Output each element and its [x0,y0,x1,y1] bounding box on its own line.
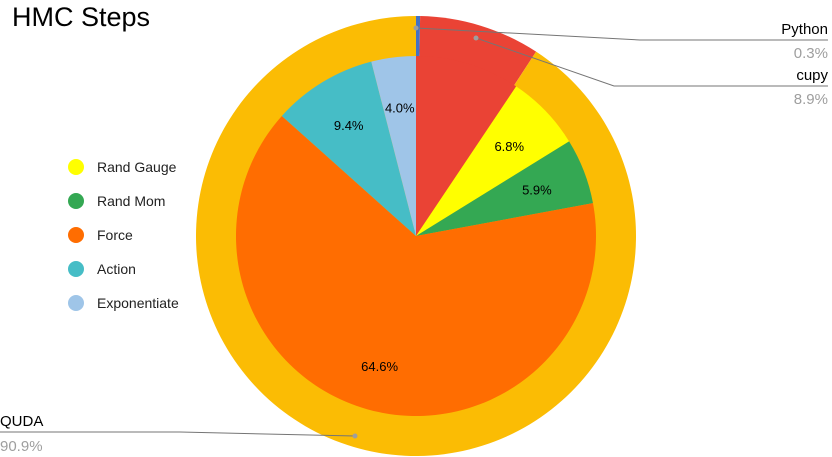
callout-pct-python: 0.3% [794,45,828,62]
legend-label-action: Action [97,261,136,277]
legend: Rand Gauge Rand Mom Force Action Exponentiat… [68,159,179,311]
inner-slice-rand-mom [416,141,593,236]
inner-slice-slice-0 [416,56,517,236]
callout-dot-cupy [473,35,479,41]
inner-slice-exponentiate [371,56,416,236]
inner-slice-rand-gauge [416,86,570,236]
legend-label-rand-mom: Rand Mom [97,193,165,209]
slice-label-rand-mom: 5.9% [522,182,552,197]
callout-line-cupy [475,37,828,87]
inner-slice-force [235,116,596,416]
callout-pct-cupy: 8.9% [794,91,828,108]
callout-name-quda: QUDA [0,413,43,430]
callout-line-quda [0,431,356,437]
legend-label-force: Force [97,227,133,243]
legend-swatch-force [68,227,84,243]
callout-pct-quda: 90.9% [0,438,43,455]
callout-dot-quda [352,433,358,439]
legend-swatch-rand-gauge [68,159,84,175]
legend-label-rand-gauge: Rand Gauge [97,159,177,175]
callout-line-python [415,27,828,41]
legend-swatch-action [68,261,84,277]
callout-dot-python [413,25,419,31]
callouts: Python 0.3% cupy 8.9% QUDA 90.9% [0,21,828,455]
slice-label-exponentiate: 4.0% [385,100,415,115]
slice-label-rand-gauge: 6.8% [494,139,524,154]
legend-swatch-rand-mom [68,193,84,209]
callout-name-cupy: cupy [796,67,828,84]
legend-swatch-exponentiate [68,295,84,311]
slice-labels: 6.8% 5.9% 64.6% 9.4% 4.0% [334,100,552,374]
slice-label-force: 64.6% [361,359,398,374]
callout-name-python: Python [781,21,828,38]
inner-slice-action [281,61,416,236]
chart-title: HMC Steps [12,2,150,32]
legend-label-exponentiate: Exponentiate [97,295,179,311]
slice-label-action: 9.4% [334,118,364,133]
inner-pie [235,56,596,416]
